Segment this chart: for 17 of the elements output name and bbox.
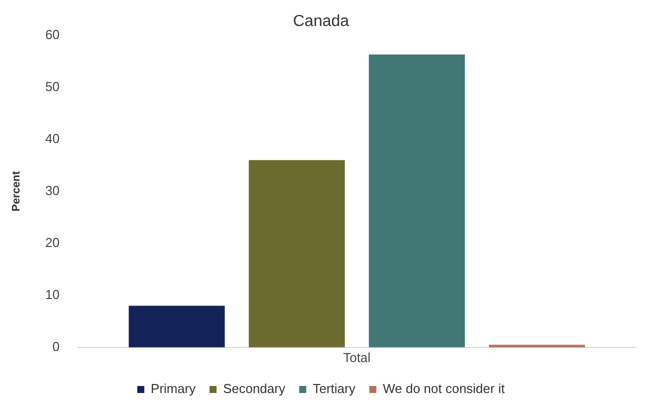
y-tick-label: 50 xyxy=(45,78,60,94)
y-tick-label: 0 xyxy=(52,338,60,354)
y-tick-label: 40 xyxy=(45,130,60,146)
legend-label: Primary xyxy=(150,381,196,396)
y-tick-label: 60 xyxy=(45,26,60,42)
x-tick-label: Total xyxy=(343,350,371,365)
bar xyxy=(248,160,345,348)
y-tick-label: 10 xyxy=(45,286,60,302)
bar xyxy=(368,54,465,348)
bar xyxy=(128,306,225,348)
legend-label: We do not consider it xyxy=(382,381,506,396)
legend-label: Tertiary xyxy=(312,381,356,396)
y-tick-label: 30 xyxy=(45,182,60,198)
y-axis-title: Percent xyxy=(10,170,23,212)
legend-label: Secondary xyxy=(223,381,286,396)
y-tick-label: 20 xyxy=(45,234,60,250)
chart-title: Canada xyxy=(292,13,350,30)
